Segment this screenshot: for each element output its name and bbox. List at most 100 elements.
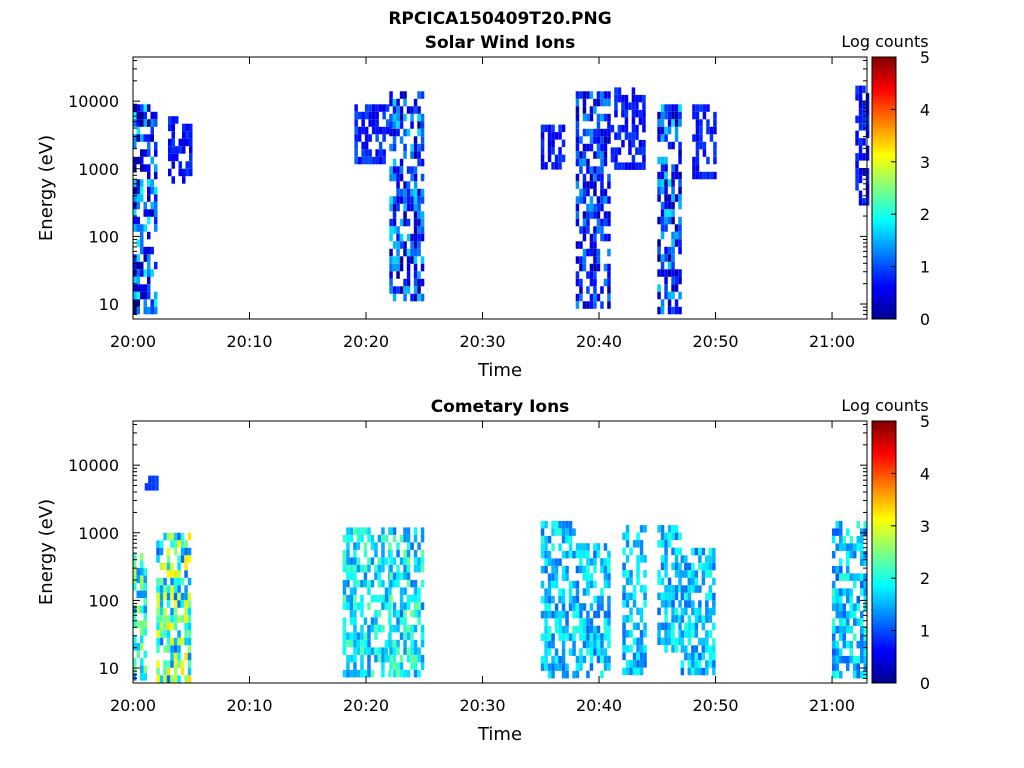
heatmap-cell [370, 534, 375, 543]
heatmap-cell [406, 527, 411, 535]
heatmap-cell [582, 106, 587, 114]
x-axis-ticks: 20:00 20:10 20:20 20:30 20:40 20:50 21:00 [110, 421, 855, 715]
heatmap-cell [671, 615, 675, 623]
heatmap-cell [586, 143, 590, 152]
heatmap-cell [657, 570, 661, 578]
heatmap-cell [396, 286, 400, 294]
heatmap-cell [664, 532, 668, 541]
heatmap-cell [664, 570, 668, 578]
heatmap-cell [346, 662, 350, 670]
heatmap-cell [865, 115, 870, 124]
heatmap-cell [593, 610, 597, 619]
heatmap-cell [667, 291, 672, 300]
heatmap-cell [657, 111, 661, 120]
colorbar-tick-label: 0 [920, 310, 930, 329]
heatmap-cell [413, 647, 418, 655]
heatmap-cell [399, 534, 404, 543]
heatmap-cell [544, 124, 548, 133]
heatmap-cell [674, 547, 679, 556]
heatmap-cell [600, 655, 604, 664]
heatmap-cell [392, 527, 397, 535]
heatmap-cell [140, 269, 144, 277]
heatmap-cell [607, 181, 611, 189]
heatmap-cell [353, 602, 357, 610]
heatmap-cell [342, 557, 347, 565]
heatmap-cell [698, 637, 702, 646]
heatmap-cell [699, 134, 703, 142]
heatmap-cell [168, 146, 172, 154]
heatmap-cell [349, 572, 354, 580]
heatmap-cell [384, 647, 389, 655]
heatmap-cell [154, 261, 158, 270]
heatmap-cell [356, 527, 361, 535]
heatmap-cell [575, 151, 580, 159]
heatmap-cell [175, 146, 179, 154]
heatmap-cell [589, 248, 594, 257]
colorbar-gradient [871, 420, 897, 684]
heatmap-cell [177, 660, 181, 668]
heatmap-cell [586, 203, 590, 212]
heatmap-cell [133, 119, 137, 127]
heatmap-cell [684, 570, 688, 578]
heatmap-cell [614, 147, 618, 155]
heatmap-cell [596, 655, 601, 664]
heatmap-cell [389, 557, 393, 565]
heatmap-cell [667, 126, 672, 135]
heatmap-cell [140, 635, 144, 644]
heatmap-cell [858, 93, 863, 101]
heatmap-cell [140, 673, 144, 681]
heatmap-cell [368, 111, 372, 120]
heatmap-cell [842, 573, 846, 581]
heatmap-cell [189, 123, 193, 132]
heatmap-cell [166, 570, 171, 578]
heatmap-cell [667, 592, 672, 601]
heatmap-cell [136, 254, 140, 262]
heatmap-cell [575, 625, 580, 634]
heatmap-cell [705, 667, 709, 676]
heatmap-cell [166, 592, 171, 601]
heatmap-cell [860, 618, 864, 626]
heatmap-cell [691, 585, 695, 593]
heatmap-cell [384, 639, 389, 648]
heatmap-cell [349, 557, 354, 565]
heatmap-cell [671, 547, 675, 556]
heatmap-cell [150, 111, 154, 120]
heatmap-cell [603, 158, 608, 167]
heatmap-cell [589, 655, 594, 664]
heatmap-cell [632, 667, 637, 676]
heatmap-cell [540, 580, 545, 589]
heatmap-cell [625, 645, 630, 653]
heatmap-cell [622, 637, 626, 646]
heatmap-cell [353, 542, 357, 550]
heatmap-cell [136, 620, 140, 629]
heatmap-cell [631, 87, 636, 95]
heatmap-cell [178, 168, 182, 177]
heatmap-cell [173, 652, 178, 661]
heatmap-cell [361, 126, 365, 135]
heatmap-cell [862, 138, 866, 146]
heatmap-cell [156, 667, 160, 676]
heatmap-cell [392, 98, 397, 107]
heatmap-cell [389, 233, 393, 242]
heatmap-cell [389, 248, 393, 257]
heatmap-cell [582, 143, 587, 152]
heatmap-cell [832, 663, 836, 671]
heatmap-cell [392, 203, 397, 212]
heatmap-cell [596, 648, 601, 656]
heatmap-cell [417, 669, 421, 678]
heatmap-cell [551, 565, 555, 574]
heatmap-cell [638, 147, 643, 155]
colorbar-label: Log counts [841, 396, 928, 415]
heatmap-cell [406, 181, 411, 189]
heatmap-cell [399, 587, 404, 595]
heatmap-cell [170, 540, 174, 548]
heatmap-cell [392, 113, 397, 122]
heatmap-cell [660, 186, 665, 195]
heatmap-cell [600, 203, 604, 212]
heatmap-cell [540, 132, 545, 140]
heatmap-cell [709, 171, 714, 180]
heatmap-cell [832, 670, 836, 679]
heatmap-cell [156, 645, 160, 653]
heatmap-cell [147, 246, 151, 255]
heatmap-cell [178, 138, 182, 147]
